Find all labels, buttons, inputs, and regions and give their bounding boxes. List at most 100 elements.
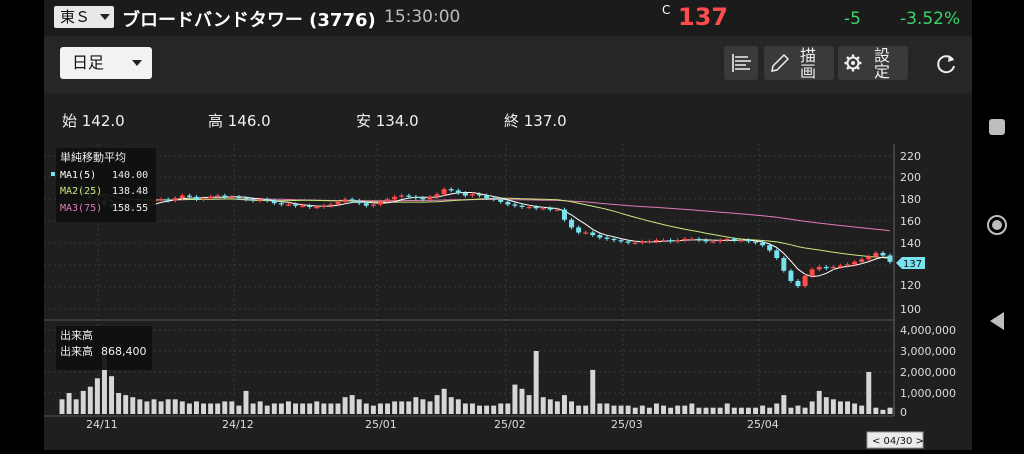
volume-bar <box>356 399 362 414</box>
candle <box>201 198 207 200</box>
chart-area[interactable]: 220 200 180 160 140 120 100 4,000,000 3,… <box>44 144 972 454</box>
candle <box>561 209 567 220</box>
volume-bar <box>427 401 433 414</box>
settings-button[interactable]: 設定 <box>838 46 908 80</box>
candle <box>830 266 836 269</box>
candle <box>569 219 575 228</box>
price-tick: 100 <box>900 303 921 316</box>
candle <box>222 195 228 197</box>
volume-bar <box>278 403 284 414</box>
volume-bar <box>533 351 539 414</box>
candle <box>781 258 787 271</box>
volume-bar <box>165 399 171 414</box>
ma2-value: 138.48 <box>112 186 148 197</box>
candle <box>455 190 461 193</box>
back-icon[interactable] <box>989 311 1005 331</box>
volume-bar <box>505 403 511 414</box>
volume-bar <box>109 376 115 414</box>
candle <box>547 208 553 210</box>
volume-bar <box>845 401 851 414</box>
volume-legend: 出来高 出来高 868,400 <box>56 326 152 370</box>
candle <box>356 200 362 204</box>
volume-bar <box>852 403 858 414</box>
candle <box>809 269 815 276</box>
candle <box>406 195 412 197</box>
date-tick: 24/11 <box>86 418 118 431</box>
candle <box>802 275 808 287</box>
period-select[interactable]: 日足 <box>60 47 152 79</box>
volume-bar <box>80 390 86 414</box>
volume-tick: 4,000,000 <box>900 324 956 337</box>
candle <box>866 256 872 260</box>
market-select[interactable]: 東Ｓ <box>54 6 114 28</box>
high-price: 高 146.0 <box>208 112 271 130</box>
candle <box>250 199 256 201</box>
chart-toolbar: 日足 描画 <box>44 36 972 94</box>
candle <box>413 196 419 199</box>
volume-bar <box>526 395 532 414</box>
volume-bar <box>399 401 405 414</box>
volume-bar <box>675 405 681 414</box>
open-price: 始 142.0 <box>62 112 125 130</box>
volume-bar <box>859 405 865 414</box>
candle <box>696 238 702 241</box>
candle <box>420 198 426 200</box>
last-price-tag: 137 <box>896 257 925 270</box>
gear-icon <box>844 54 862 72</box>
volume-bar <box>618 405 624 414</box>
candle <box>668 240 674 242</box>
draw-button[interactable]: 描画 <box>764 46 834 80</box>
candle <box>540 208 546 210</box>
candle <box>335 201 341 205</box>
candle <box>653 240 659 242</box>
volume-bar <box>116 393 122 414</box>
volume-bar <box>788 407 794 414</box>
candle <box>399 195 405 197</box>
candle <box>491 198 497 200</box>
volume-tick: 2,000,000 <box>900 366 956 379</box>
candle <box>597 235 603 238</box>
date-tick: 25/01 <box>365 418 397 431</box>
cursor-date-box[interactable]: < 04/30 > <box>866 431 924 449</box>
volume-bar <box>321 403 327 414</box>
candle <box>703 240 709 242</box>
ma1-line <box>61 186 890 278</box>
volume-bar <box>639 405 645 414</box>
volume-bar <box>561 395 567 414</box>
stock-chart[interactable]: 220 200 180 160 140 120 100 4,000,000 3,… <box>44 144 972 450</box>
ma3-label: MA3(75) <box>60 203 102 214</box>
list-icon <box>732 54 751 72</box>
volume-bar <box>264 405 270 414</box>
candle <box>243 198 249 200</box>
volume-bar <box>547 399 553 414</box>
volume-bar <box>477 405 483 414</box>
volume-bar <box>144 401 150 414</box>
refresh-icon[interactable] <box>932 50 960 78</box>
price-tick: 120 <box>900 279 921 292</box>
recent-apps-icon[interactable] <box>989 119 1005 135</box>
volume-bar <box>385 403 391 414</box>
candle <box>505 201 511 205</box>
volume-bar <box>540 397 546 414</box>
quote-time: 15:30:00 <box>384 7 461 27</box>
date-tick: 24/12 <box>222 418 254 431</box>
home-icon[interactable] <box>986 214 1008 236</box>
candle <box>186 195 192 197</box>
volume-bar <box>172 399 178 414</box>
indicator-list-button[interactable] <box>724 46 758 80</box>
candle <box>293 204 299 206</box>
candle <box>823 266 829 269</box>
candle <box>441 189 447 195</box>
candle <box>774 250 780 258</box>
volume-bar <box>462 403 468 414</box>
volume-bar <box>498 403 504 414</box>
candle <box>278 203 284 205</box>
candle <box>880 252 886 256</box>
candle <box>689 238 695 241</box>
volume-bar <box>703 407 709 414</box>
svg-text:137: 137 <box>903 259 922 270</box>
volume-bar <box>823 397 829 414</box>
candle <box>300 205 306 207</box>
volume-bar <box>328 403 334 414</box>
volume-bar <box>745 407 751 414</box>
